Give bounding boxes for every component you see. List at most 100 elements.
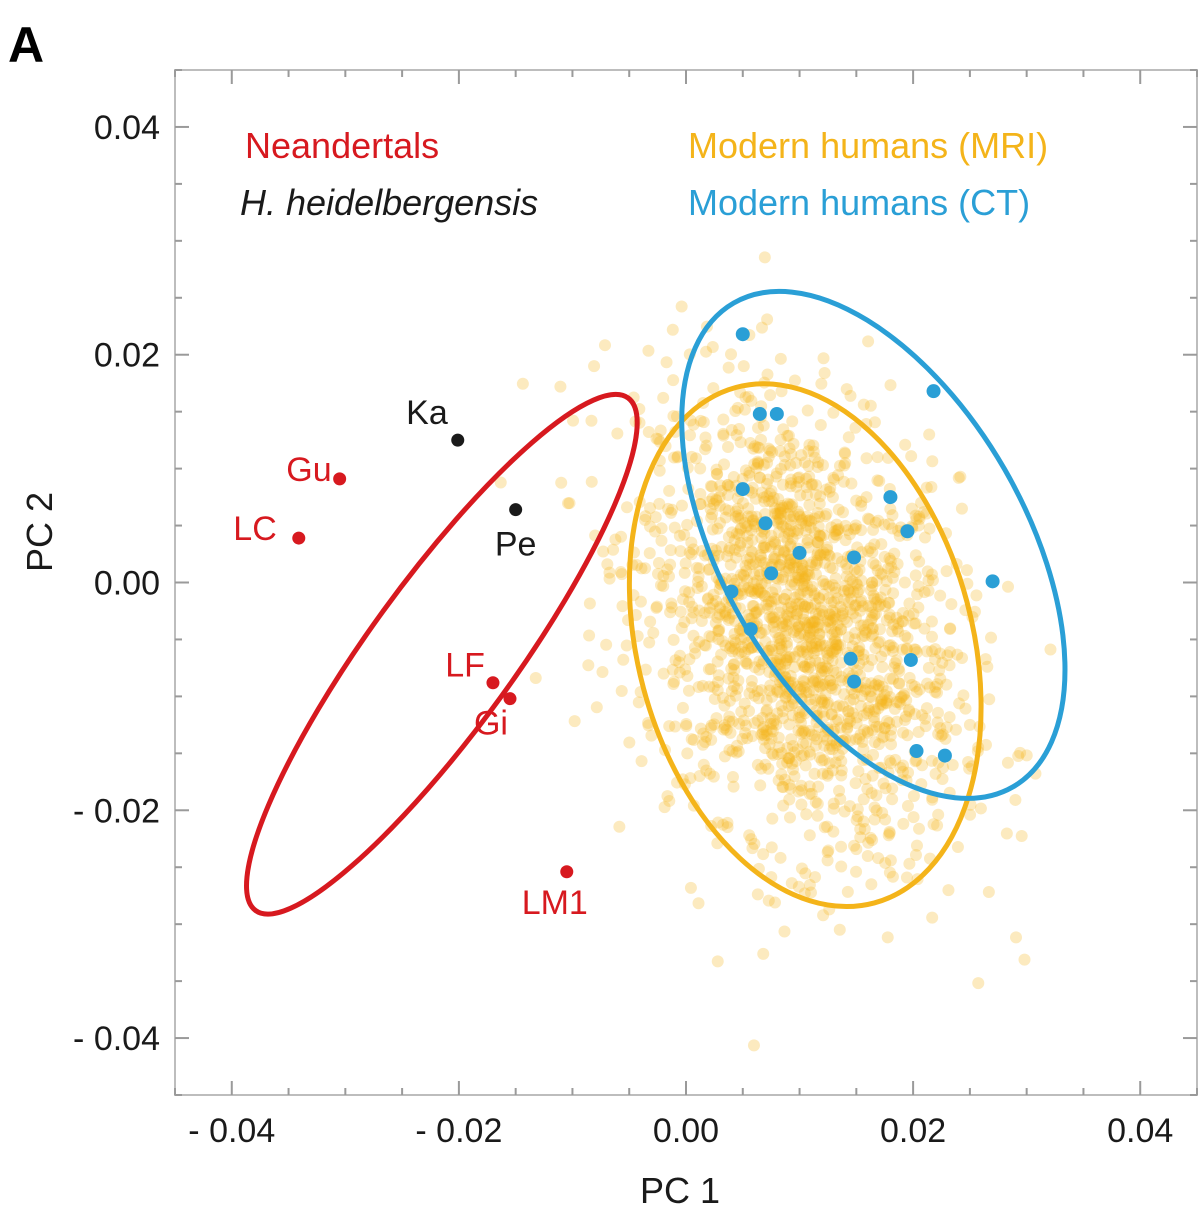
mri-point <box>864 542 877 555</box>
mri-point <box>821 820 834 833</box>
mri-point <box>793 574 806 587</box>
mri-point <box>770 467 783 480</box>
mri-point <box>913 822 926 835</box>
mri-point <box>713 623 726 636</box>
mri-point <box>678 566 691 579</box>
mri-point <box>684 772 697 785</box>
mri-point <box>835 555 848 568</box>
mri-point <box>955 502 968 515</box>
mri-point <box>913 555 926 568</box>
mri-point <box>876 731 889 744</box>
mri-point <box>639 663 652 676</box>
mri-point <box>811 546 824 559</box>
mri-point <box>815 696 828 709</box>
mri-point <box>694 462 707 475</box>
mri-point <box>774 851 787 864</box>
mri-point <box>722 361 735 374</box>
mri-point <box>854 831 867 844</box>
mri-point <box>857 793 870 806</box>
mri-point <box>675 499 688 512</box>
mri-point <box>777 520 790 533</box>
mri-point <box>791 604 804 617</box>
mri-point <box>630 559 643 572</box>
mri-point <box>901 800 914 813</box>
mri-point <box>801 619 814 632</box>
mri-point <box>755 586 768 599</box>
mri-point <box>814 490 827 503</box>
mri-point <box>710 463 723 476</box>
mri-point <box>808 615 821 628</box>
mri-point <box>865 691 878 704</box>
mri-point <box>747 514 760 527</box>
mri-point <box>782 549 795 562</box>
mri-point <box>758 729 771 742</box>
neandertal-ellipse <box>244 391 640 917</box>
mri-point <box>857 619 870 632</box>
mri-point <box>692 570 705 583</box>
mri-point <box>737 569 750 582</box>
mri-point <box>706 597 719 610</box>
mri-point <box>783 561 796 574</box>
mri-point <box>639 562 652 575</box>
mri-point <box>776 757 789 770</box>
mri-point <box>719 511 732 524</box>
mri-point <box>743 469 756 482</box>
mri-point <box>864 831 877 844</box>
mri-point <box>844 603 857 616</box>
mri-point <box>766 586 779 599</box>
mri-point <box>824 674 837 687</box>
mri-point <box>738 646 751 659</box>
mri-point <box>826 654 839 667</box>
mri-point <box>803 878 816 891</box>
mri-point <box>639 513 652 526</box>
mri-point <box>785 500 798 513</box>
mri-point <box>931 678 944 691</box>
mri-point <box>723 480 736 493</box>
mri-point <box>761 456 774 469</box>
mri-point <box>733 528 746 541</box>
mri-point <box>792 724 805 737</box>
mri-point <box>723 710 736 723</box>
mri-point <box>916 759 929 772</box>
mri-point <box>895 691 908 704</box>
mri-point <box>847 693 860 706</box>
mri-point <box>796 737 809 750</box>
mri-point <box>851 541 864 554</box>
mri-point <box>850 843 863 856</box>
mri-point <box>813 497 826 510</box>
mri-point <box>787 561 800 574</box>
mri-point <box>748 717 761 730</box>
mri-point <box>755 684 768 697</box>
mri-point <box>884 639 897 652</box>
mri-point <box>900 642 913 655</box>
mri-point <box>898 687 911 700</box>
ct-point <box>900 524 915 539</box>
mri-point <box>774 352 787 365</box>
mri-point <box>861 707 874 720</box>
mri-point <box>730 429 743 442</box>
mri-point <box>775 768 788 781</box>
mri-point <box>868 715 881 728</box>
mri-point <box>901 632 914 645</box>
mri-point <box>768 550 781 563</box>
mri-point <box>912 601 925 614</box>
mri-point <box>805 584 818 597</box>
mri-point <box>855 524 868 537</box>
mri-point <box>879 856 892 869</box>
mri-point <box>785 601 798 614</box>
mri-point <box>683 586 696 599</box>
mri-point <box>668 451 681 464</box>
mri-point <box>919 720 932 733</box>
mri-point <box>873 623 886 636</box>
mri-point <box>875 567 888 580</box>
mri-point <box>803 656 816 669</box>
mri-point <box>748 440 761 453</box>
mri-point <box>883 754 896 767</box>
mri-point <box>800 481 813 494</box>
mri-point <box>729 404 742 417</box>
mri-point <box>884 503 897 516</box>
mri-point <box>936 728 949 741</box>
mri-point <box>835 670 848 683</box>
mri-point <box>820 578 833 591</box>
mri-point <box>794 588 807 601</box>
